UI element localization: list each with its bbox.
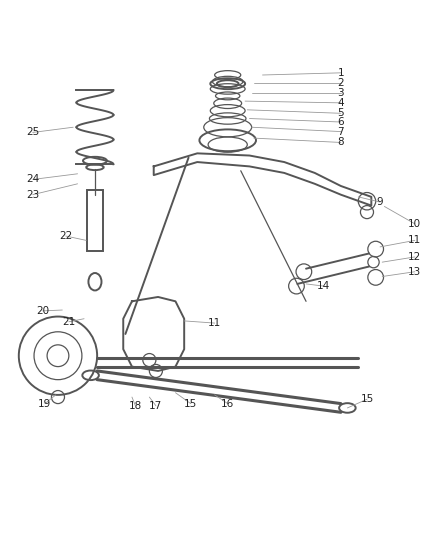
Text: 24: 24 [26, 174, 39, 184]
Text: 4: 4 [338, 98, 344, 108]
Text: 19: 19 [38, 399, 52, 409]
Text: 14: 14 [317, 281, 330, 291]
Text: 1: 1 [338, 68, 344, 78]
Text: 17: 17 [149, 401, 162, 411]
Text: 18: 18 [129, 401, 142, 411]
Text: 11: 11 [408, 236, 421, 245]
Text: 22: 22 [59, 231, 72, 241]
Text: 9: 9 [377, 197, 383, 207]
Text: 13: 13 [408, 266, 421, 277]
Text: 12: 12 [408, 252, 421, 262]
Text: 6: 6 [338, 117, 344, 127]
Text: 20: 20 [36, 306, 49, 316]
Text: 2: 2 [338, 78, 344, 88]
Text: 11: 11 [208, 318, 221, 328]
Text: 23: 23 [26, 190, 39, 200]
Text: 3: 3 [338, 88, 344, 98]
Text: 21: 21 [62, 317, 75, 327]
Text: 25: 25 [26, 127, 39, 138]
Bar [87, 190, 103, 251]
Text: 10: 10 [408, 219, 421, 229]
Text: 8: 8 [338, 138, 344, 148]
Text: 15: 15 [360, 394, 374, 404]
Text: 5: 5 [338, 108, 344, 118]
Text: 16: 16 [221, 399, 234, 409]
Text: 15: 15 [184, 399, 198, 409]
Text: 7: 7 [338, 126, 344, 136]
